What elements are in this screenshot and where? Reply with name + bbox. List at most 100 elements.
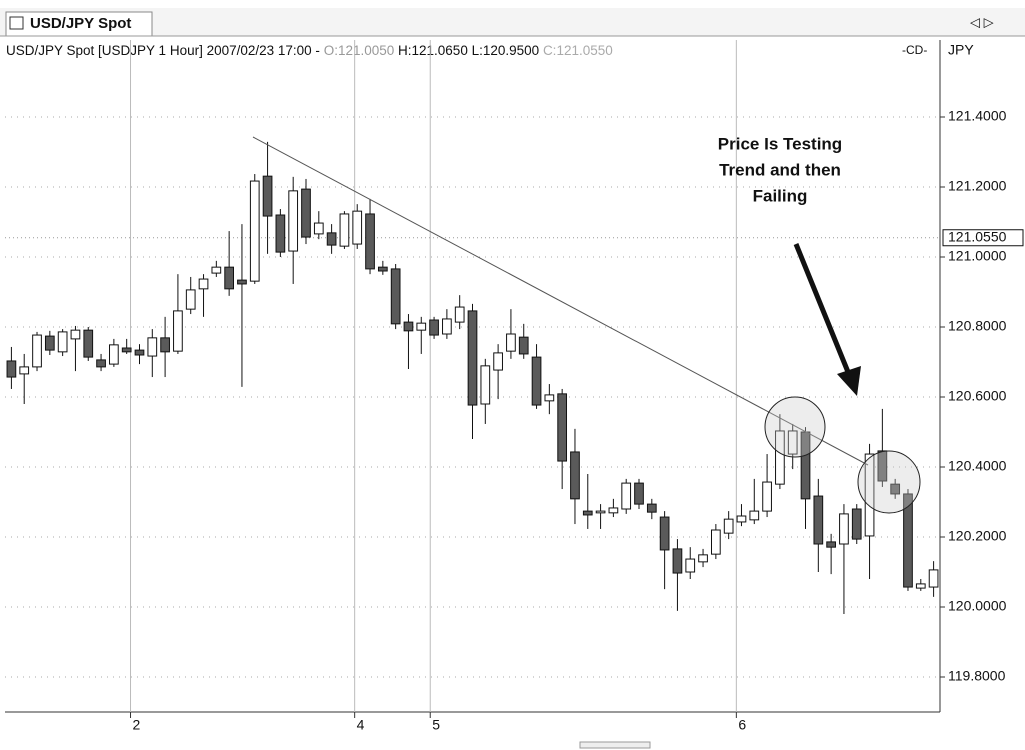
candle-body (659, 516, 670, 551)
x-tick-label: 4 (357, 717, 365, 733)
candle-body (749, 510, 760, 521)
candle-body (442, 318, 452, 335)
candle-body (275, 214, 286, 253)
annotation-line: Trend and then (719, 160, 841, 179)
candle-body (313, 222, 324, 235)
candle-body (416, 322, 427, 331)
x-tick-label: 6 (738, 717, 746, 733)
candle-body (70, 329, 81, 340)
candle-body (634, 482, 644, 505)
candle-body (6, 360, 17, 378)
candle-body (83, 329, 94, 358)
candle-body (237, 279, 247, 285)
y-tick-label: 119.8000 (948, 668, 1006, 684)
candle-body (723, 518, 734, 534)
candle-body (57, 331, 68, 353)
candle-body (595, 510, 606, 514)
candle-body (698, 554, 708, 563)
candle-body (160, 337, 170, 353)
candle-body (288, 190, 299, 252)
candle-body (493, 352, 503, 371)
candle-body (813, 495, 824, 545)
annotation-line: Failing (753, 186, 808, 205)
scrollbar[interactable] (579, 741, 651, 749)
candle-body (787, 430, 798, 455)
candle-body (96, 359, 106, 368)
candle-body (864, 453, 875, 537)
candle-body (301, 188, 311, 238)
candle-body (44, 335, 55, 351)
x-tick-label: 2 (133, 717, 141, 733)
nav-arrows[interactable]: ◁ ▷ (970, 14, 994, 29)
candle-body (685, 558, 696, 573)
y-tick-label: 121.0000 (948, 248, 1007, 264)
info-low: L:120.9500 (472, 43, 540, 58)
candle-body (851, 508, 862, 540)
annotation-line: Price Is Testing (718, 134, 842, 153)
arrow-head (837, 366, 861, 396)
candle-body (711, 529, 721, 555)
candle-body (582, 510, 593, 516)
toggle-icon[interactable]: -CD- (902, 43, 927, 57)
candle-body (121, 347, 132, 353)
candle-body (19, 366, 30, 375)
candle-body (531, 356, 542, 406)
candles (6, 141, 939, 614)
arrow-shaft (793, 243, 851, 373)
y-tick-label: 121.4000 (948, 108, 1007, 124)
candle-body (915, 583, 926, 589)
candle-body (109, 344, 119, 365)
candle-body (518, 336, 529, 355)
info-open: O:121.0050 (324, 43, 395, 58)
candle-body (826, 541, 836, 548)
tab-bar (0, 8, 1025, 36)
candle-body (390, 268, 401, 325)
candle-body (352, 210, 363, 245)
candle-body (454, 306, 465, 323)
info-description: USD/JPY Spot [USDJPY 1 Hour] 2007/02/23 … (6, 43, 324, 58)
candle-body (429, 319, 439, 336)
y-tick-label: 120.2000 (948, 528, 1007, 544)
y-tick-label: 120.8000 (948, 318, 1007, 334)
info-close: C:121.0550 (543, 43, 613, 58)
candle-body (506, 333, 516, 352)
candle-body (32, 334, 42, 368)
info-line: USD/JPY Spot [USDJPY 1 Hour] 2007/02/23 … (6, 43, 613, 58)
candle-body (775, 430, 785, 485)
last-price-label: 121.0550 (948, 228, 1007, 244)
tab-icon (9, 16, 24, 30)
y-axis-label: JPY (948, 42, 974, 58)
candle-body (339, 213, 350, 247)
y-tick-label: 120.4000 (948, 458, 1007, 474)
test-circle (764, 396, 826, 458)
candle-body (185, 289, 196, 310)
candle-body (211, 266, 222, 274)
candle-body (672, 548, 683, 574)
candle-body (544, 394, 555, 402)
candle-body (262, 175, 273, 217)
candle-body (198, 278, 209, 290)
candle-body (134, 349, 145, 356)
candle-body (480, 365, 491, 405)
candle-body (621, 482, 632, 510)
y-tick-label: 120.6000 (948, 388, 1007, 404)
fail-circle (857, 450, 921, 514)
candle-body (173, 310, 183, 352)
candle-body (608, 507, 619, 514)
candle-body (877, 450, 888, 482)
tab-title: USD/JPY Spot (30, 15, 131, 32)
candle-body (736, 515, 747, 523)
candle-body (403, 321, 414, 332)
candle-body (839, 513, 849, 545)
candle-body (224, 266, 234, 290)
x-tick-label: 5 (432, 717, 440, 733)
tab[interactable] (5, 11, 153, 37)
candle-body (377, 266, 388, 272)
candle-body (147, 337, 158, 357)
candle-body (570, 451, 580, 500)
trend-line (252, 136, 869, 466)
candle-body (326, 232, 337, 246)
candle-body (467, 310, 478, 406)
candle-body (365, 213, 375, 270)
